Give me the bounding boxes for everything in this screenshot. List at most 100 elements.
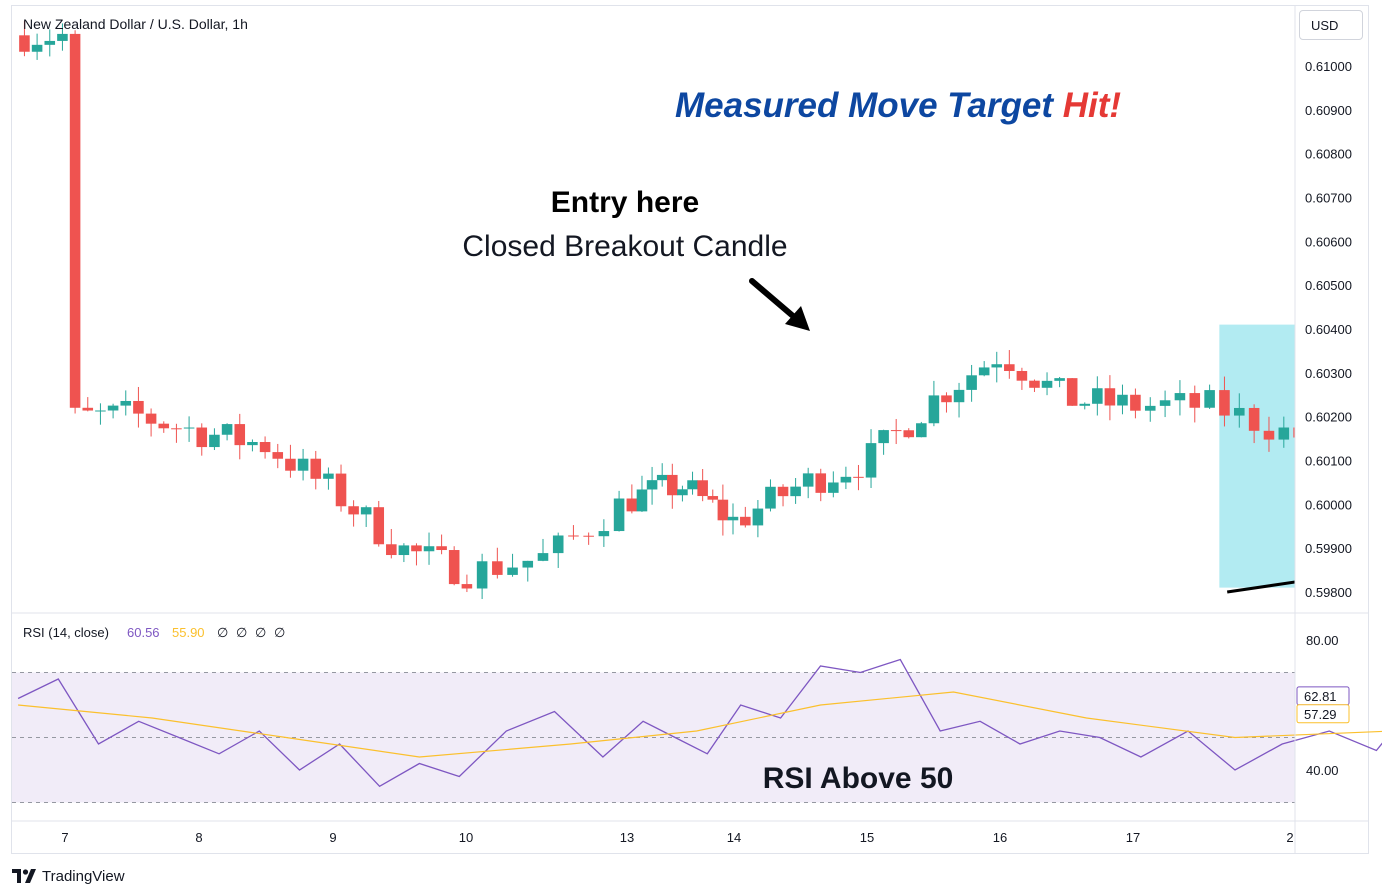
entry-title: Entry here <box>551 186 699 219</box>
candle <box>878 429 889 455</box>
candle-body <box>697 480 708 497</box>
candle <box>953 382 965 418</box>
candle <box>752 500 764 538</box>
candle-body <box>707 496 719 500</box>
rsi-legend-empty-4: ∅ <box>274 625 285 640</box>
rsi-pane[interactable] <box>12 640 1382 803</box>
candle-body <box>667 474 678 496</box>
candle-body <box>727 516 739 521</box>
candle <box>815 468 827 502</box>
candle-body <box>323 473 334 479</box>
candle <box>777 484 789 507</box>
candle <box>1204 384 1215 409</box>
candle <box>82 397 94 412</box>
candle <box>1117 384 1128 415</box>
time-tick-label: 2 <box>1286 830 1293 845</box>
candle <box>1278 416 1290 448</box>
candle-body <box>373 507 385 545</box>
rsi-ma-current-value-box <box>1296 704 1350 724</box>
candle <box>537 538 549 562</box>
candle <box>247 439 258 452</box>
candle <box>613 490 625 532</box>
candle-body <box>297 458 309 471</box>
candle-body <box>19 35 30 52</box>
candle-body <box>1308 426 1319 438</box>
time-axis[interactable]: 7 8 9 10 13 14 15 16 17 2 <box>61 830 1293 845</box>
candle <box>978 361 990 377</box>
tradingview-brand[interactable]: TradingView <box>12 866 125 886</box>
candle-body <box>1079 403 1091 406</box>
candle-body <box>234 424 246 446</box>
symbol-title: New Zealand Dollar / U.S. Dollar, 1h <box>23 16 248 32</box>
candle-body <box>840 476 852 483</box>
candle <box>740 506 751 528</box>
candle <box>411 543 422 566</box>
candle <box>209 428 220 451</box>
candle-body <box>57 33 68 41</box>
rsi-tick-label: 40.00 <box>1306 763 1339 778</box>
candle <box>133 386 144 428</box>
candle-body <box>765 486 776 509</box>
candle-body <box>966 375 977 390</box>
price-tick-label: 0.60500 <box>1305 278 1352 293</box>
candle-body <box>1104 388 1116 406</box>
currency-selector[interactable]: USD <box>1299 10 1363 40</box>
candle <box>522 560 534 582</box>
candle <box>423 532 435 565</box>
candle-body <box>461 584 473 589</box>
candle-body <box>436 546 447 551</box>
candle <box>1174 380 1186 416</box>
rsi-legend-name: RSI (14, close) <box>23 625 109 640</box>
candle-body <box>1234 407 1245 416</box>
rsi-axis[interactable]: 80.00 40.00 62.81 57.29 <box>1296 633 1350 778</box>
time-tick-label: 9 <box>329 830 336 845</box>
rsi-legend-value: 60.56 <box>127 625 160 640</box>
candle-body <box>953 389 965 403</box>
price-tick-label: 0.60900 <box>1305 103 1352 118</box>
time-tick-label: 13 <box>620 830 634 845</box>
candle <box>656 463 668 487</box>
candle-body <box>1092 388 1103 404</box>
candle <box>667 463 678 509</box>
pattern-zone <box>1219 324 1295 588</box>
price-axis[interactable]: 0.61000 0.60900 0.60800 0.60700 0.60600 0.605… <box>1305 59 1352 600</box>
candle-body <box>687 480 698 490</box>
candle <box>865 429 877 489</box>
candle-body <box>853 476 864 478</box>
candle <box>234 413 246 460</box>
candle-body <box>1130 394 1141 411</box>
candle <box>646 466 658 505</box>
candle-body <box>507 567 518 575</box>
candle-body <box>1066 378 1078 406</box>
candle-body <box>82 407 94 411</box>
candle <box>1004 350 1015 379</box>
rsi-legend-empty-1: ∅ <box>217 625 228 640</box>
candle-body <box>828 482 839 493</box>
candle <box>310 450 322 490</box>
candle <box>1104 375 1116 421</box>
candle <box>69 30 81 414</box>
candle <box>802 467 814 499</box>
time-tick-label: 10 <box>459 830 473 845</box>
price-tick-label: 0.60300 <box>1305 366 1352 381</box>
price-tick-label: 0.61000 <box>1305 59 1352 74</box>
candle <box>1234 393 1245 428</box>
candle-body <box>656 474 668 481</box>
price-pane[interactable] <box>19 0 1382 600</box>
time-tick-label: 17 <box>1126 830 1140 845</box>
candle-body <box>522 560 534 568</box>
candle-body <box>636 489 648 512</box>
price-tick-label: 0.59800 <box>1305 585 1352 600</box>
candle-body <box>626 498 638 512</box>
candle-body <box>717 499 729 521</box>
price-tick-label: 0.60000 <box>1305 497 1352 512</box>
candle <box>727 503 739 535</box>
entry-subtitle: Closed Breakout Candle <box>462 230 787 263</box>
candle <box>44 29 56 57</box>
candle <box>31 33 43 60</box>
candle-body <box>777 486 789 497</box>
time-tick-label: 7 <box>61 830 68 845</box>
candle <box>348 500 359 527</box>
candle-body <box>1323 426 1334 443</box>
